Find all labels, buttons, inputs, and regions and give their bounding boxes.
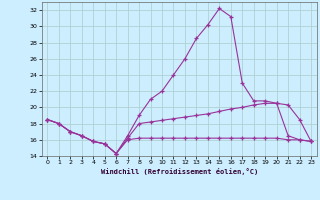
X-axis label: Windchill (Refroidissement éolien,°C): Windchill (Refroidissement éolien,°C)	[100, 168, 258, 175]
